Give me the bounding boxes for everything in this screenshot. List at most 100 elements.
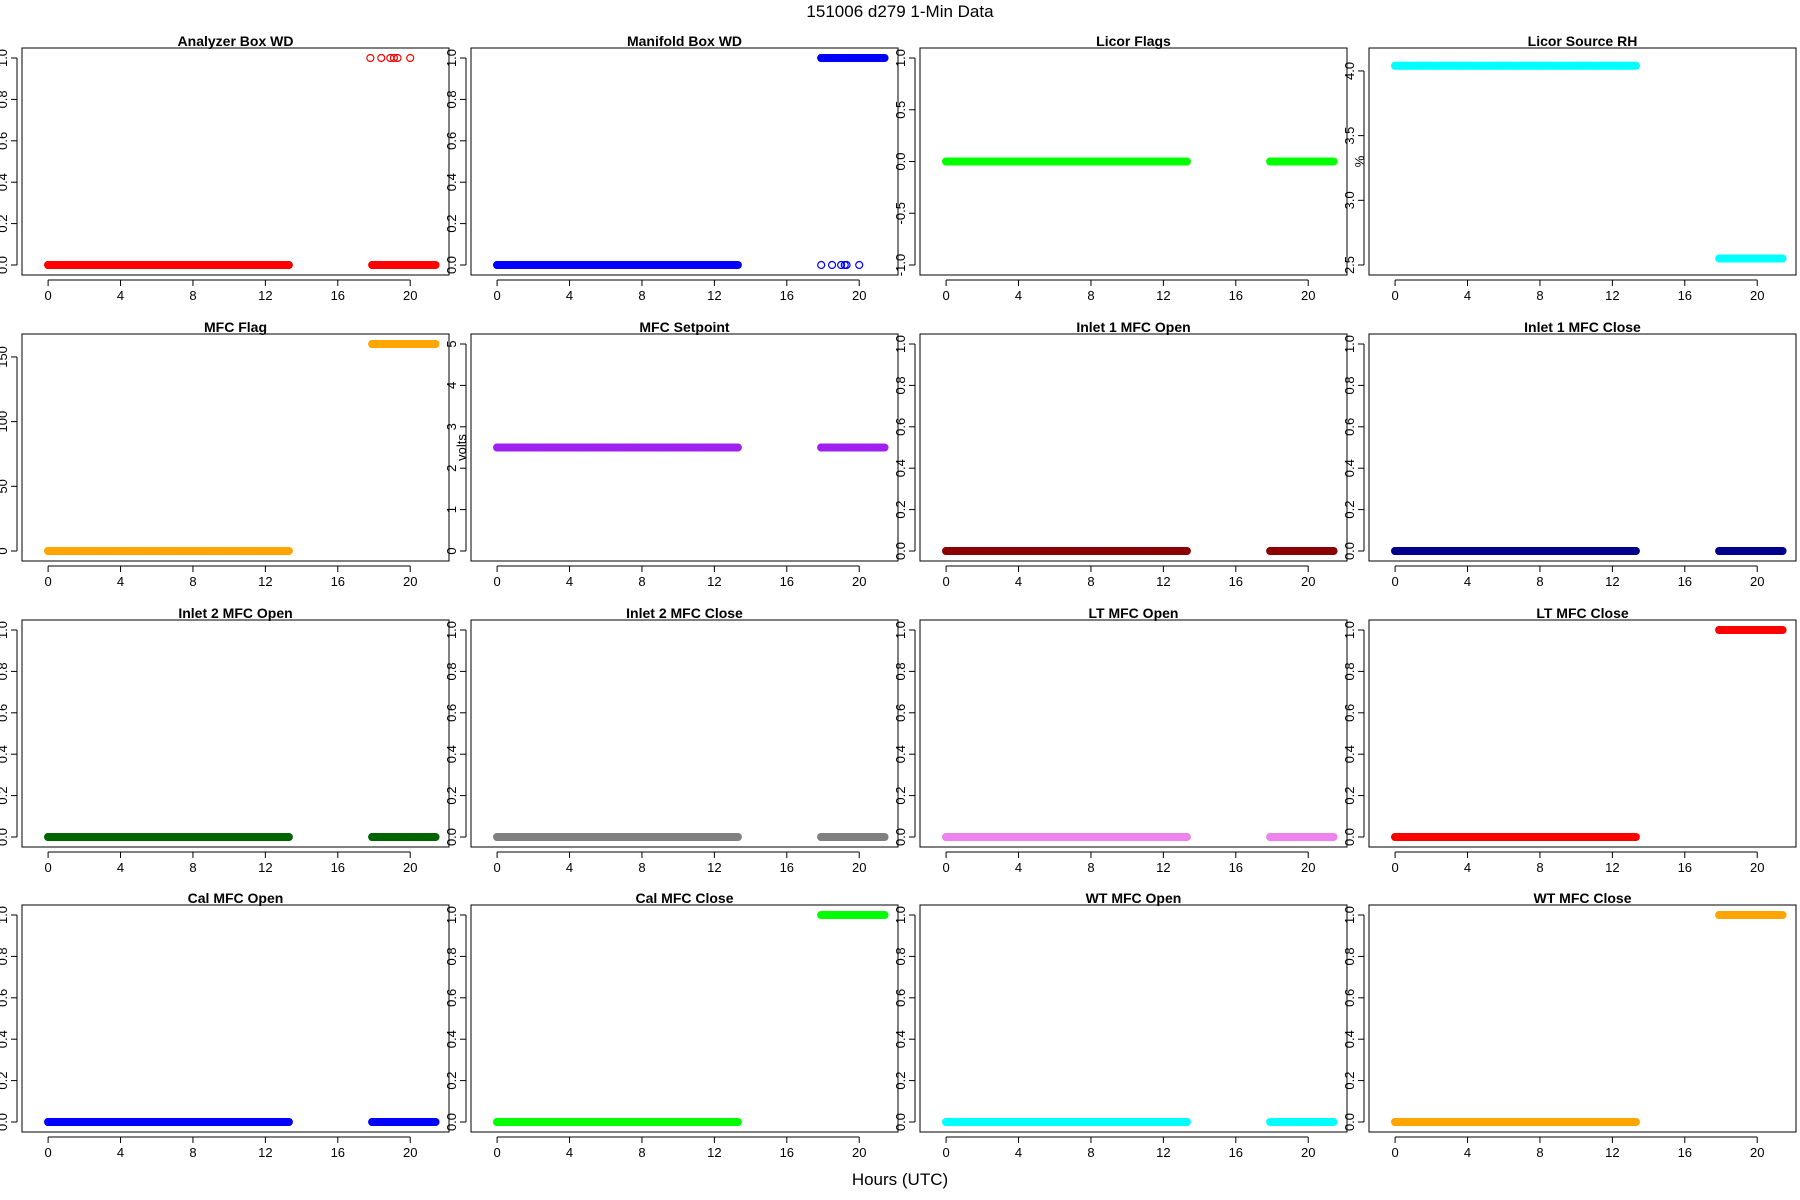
data-point (1496, 833, 1505, 841)
data-point (1506, 833, 1515, 841)
data-point (1022, 1118, 1031, 1126)
data-point (1102, 1118, 1111, 1126)
data-point (1147, 833, 1156, 841)
data-point (1416, 833, 1425, 841)
data-point (1725, 547, 1734, 555)
data-point (733, 261, 742, 269)
y-tick-label: 0.4 (1342, 745, 1357, 763)
data-point (618, 261, 627, 269)
data-point (827, 833, 836, 841)
x-tick-label: 0 (44, 574, 51, 589)
data-point (822, 911, 831, 919)
x-tick-label: 0 (1391, 1145, 1398, 1160)
data-point (1770, 626, 1779, 634)
data-point (1561, 833, 1570, 841)
data-point (144, 261, 153, 269)
data-point (179, 1118, 188, 1126)
data-point (1326, 547, 1335, 555)
data-point (1052, 833, 1061, 841)
data-point (643, 261, 652, 269)
y-tick-label: 0.6 (0, 989, 10, 1007)
data-point (558, 833, 567, 841)
data-point (169, 1118, 178, 1126)
y-tick-label: 0.4 (1342, 1030, 1357, 1048)
data-point (1631, 833, 1640, 841)
data-point (837, 443, 846, 452)
data-point (613, 833, 622, 841)
x-tick-label: 12 (1605, 860, 1619, 875)
data-point (1526, 61, 1535, 70)
data-point (99, 833, 108, 841)
data-point (1775, 547, 1784, 555)
data-point (827, 54, 836, 62)
data-point (1770, 547, 1779, 555)
data-point (842, 443, 851, 452)
y-tick-label: 0.8 (444, 662, 459, 680)
data-point (74, 833, 83, 841)
data-point (1451, 1118, 1460, 1126)
panel-3: Licor Flags 0 4 8 12 16 20 -1.0 -0.5 0.0 0.5 1.0 (893, 33, 1348, 303)
data-point (1162, 1118, 1171, 1126)
data-point (74, 261, 83, 269)
y-tick-label: 0.0 (1342, 1113, 1357, 1131)
data-point (204, 1118, 213, 1126)
data-point (1007, 547, 1016, 555)
data-point (249, 1118, 258, 1126)
x-tick-label: 20 (403, 574, 417, 589)
data-point (94, 261, 103, 269)
data-point (1117, 1118, 1126, 1126)
x-tick-label: 12 (707, 288, 721, 303)
data-point (977, 547, 986, 555)
data-point (1491, 547, 1500, 555)
data-point (1042, 547, 1051, 555)
data-point (957, 833, 966, 841)
data-point (119, 261, 128, 269)
data-point (393, 261, 402, 269)
data-point (658, 443, 667, 452)
plot-frame (919, 333, 1348, 562)
data-point (997, 157, 1006, 166)
data-point (1506, 61, 1515, 70)
data-point (952, 833, 961, 841)
data-point (508, 833, 517, 841)
data-point (1032, 547, 1041, 555)
data-point (1411, 61, 1420, 70)
y-tick-label: 2.5 (1342, 256, 1357, 274)
data-point (872, 833, 881, 841)
data-point (957, 1118, 966, 1126)
data-point (1077, 157, 1086, 166)
data-point (1596, 1118, 1605, 1126)
x-tick-label: 0 (1391, 860, 1398, 875)
data-point (1511, 61, 1520, 70)
data-point (1765, 626, 1774, 634)
data-point (708, 261, 717, 269)
x-tick-label: 12 (1605, 574, 1619, 589)
data-point (119, 1118, 128, 1126)
data-point (952, 547, 961, 555)
data-point (1421, 547, 1430, 555)
data-point (1750, 547, 1759, 555)
data-point (1765, 911, 1774, 919)
data-point (54, 1118, 63, 1126)
data-point (1032, 157, 1041, 166)
data-point (1406, 61, 1415, 70)
data-point (1137, 833, 1146, 841)
x-tick-label: 12 (1605, 288, 1619, 303)
data-point (1601, 547, 1610, 555)
data-point (1132, 547, 1141, 555)
data-point (832, 833, 841, 841)
data-point (1611, 61, 1620, 70)
data-point (877, 54, 886, 62)
data-point (199, 547, 208, 555)
y-tick-label: 0.8 (1342, 376, 1357, 394)
data-point (129, 1118, 138, 1126)
data-point (1745, 626, 1754, 634)
data-point (229, 547, 238, 555)
data-point (648, 1118, 657, 1126)
x-tick-label: 20 (1301, 1145, 1315, 1160)
data-point (962, 157, 971, 166)
data-point (1426, 833, 1435, 841)
y-tick-label: 0.2 (1342, 501, 1357, 519)
data-point (54, 547, 63, 555)
